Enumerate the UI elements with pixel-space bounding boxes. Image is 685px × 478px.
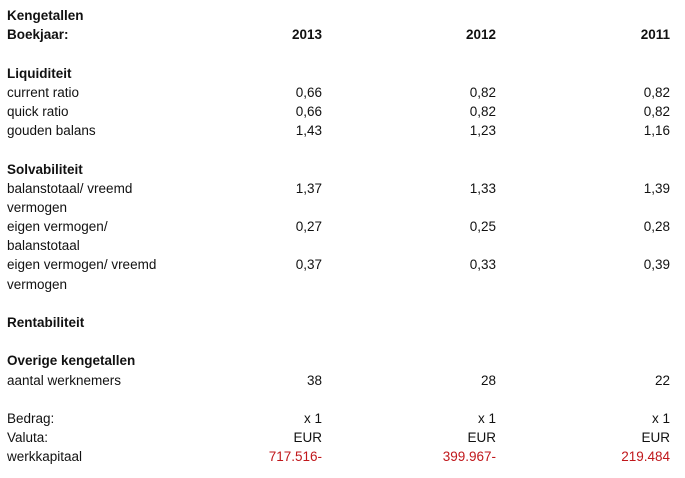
- row-value: 1,43: [295, 123, 322, 139]
- section-line: Rentabiliteit: [0, 313, 685, 332]
- row-label: vermogen: [7, 199, 68, 215]
- section-title: Liquiditeit: [7, 65, 72, 81]
- row-label: Bedrag:: [7, 410, 55, 426]
- data-row: gouden balans 1,43 1,23 1,16: [0, 121, 685, 140]
- row-value: 1,37: [295, 180, 322, 196]
- row-value: 0,33: [469, 257, 496, 273]
- row-line: vermogen: [0, 198, 685, 217]
- row-value: 28: [480, 372, 496, 388]
- data-row: quick ratio 0,66 0,82 0,82: [0, 102, 685, 121]
- row-line: aantal werknemers 38 28 22: [0, 371, 685, 390]
- spacer: [0, 44, 685, 63]
- row-value: 0,82: [469, 103, 496, 119]
- row-label: gouden balans: [7, 123, 96, 139]
- data-row: aantal werknemers 38 28 22: [0, 371, 685, 390]
- data-row: eigen vermogen/0,27 0,25 0,28 balanstotaal: [0, 217, 685, 255]
- year-label: Boekjaar:: [7, 27, 69, 43]
- row-value: 0,28: [643, 219, 670, 235]
- row-value: 0,25: [469, 219, 496, 235]
- row-line: eigen vermogen/0,27 0,25 0,28: [0, 217, 685, 236]
- section-title: Overige kengetallen: [7, 353, 136, 369]
- data-row: eigen vermogen/ vreemd 0,37 0,33 0,39 vermog…: [0, 255, 685, 293]
- row-label: aantal werknemers: [7, 372, 122, 388]
- row-label: balanstotaal/ vreemd: [7, 180, 133, 196]
- section-title: Solvabiliteit: [7, 161, 83, 177]
- year: 2013: [291, 27, 322, 43]
- row-value: 22: [654, 372, 670, 388]
- row-line: quick ratio 0,66 0,82 0,82: [0, 102, 685, 121]
- row-value: EUR: [641, 430, 670, 446]
- data-row: current ratio 0,66 0,82 0,82: [0, 83, 685, 102]
- row-line: balanstotaal/ vreemd 1,37 1,33 1,39: [0, 179, 685, 198]
- row-value: 38: [306, 372, 322, 388]
- row-line: Bedrag: x 1 x 1 x 1: [0, 409, 685, 428]
- row-label: Valuta:: [7, 430, 49, 446]
- section-line: Solvabiliteit: [0, 160, 685, 179]
- row-label: vermogen: [7, 276, 68, 292]
- row-value: 1,23: [469, 123, 496, 139]
- section-title: Rentabiliteit: [7, 315, 85, 330]
- year-line: Boekjaar: 2013 2012 2011: [0, 25, 685, 44]
- data-row: werkkapitaal 717.516- 399.967- 219.484: [0, 447, 685, 466]
- row-value: 0,66: [295, 103, 322, 119]
- row-label: werkkapitaal: [7, 449, 83, 465]
- data-row: Valuta: EUR EUR EUR: [0, 428, 685, 447]
- row-label: current ratio: [7, 84, 80, 100]
- row-value: 717.516-: [268, 449, 322, 465]
- row-value: x 1: [303, 410, 322, 426]
- row-value: 1,39: [643, 180, 670, 196]
- row-value: 1,16: [643, 123, 670, 139]
- row-value: 0,82: [643, 84, 670, 100]
- row-value: 0,39: [643, 257, 670, 273]
- row-label: eigen vermogen/: [7, 219, 108, 235]
- spacer: [0, 140, 685, 159]
- row-line: current ratio 0,66 0,82 0,82: [0, 83, 685, 102]
- row-value: 0,66: [295, 84, 322, 100]
- spacer: [0, 294, 685, 313]
- row-value: 219.484: [621, 449, 670, 465]
- row-value: x 1: [651, 410, 670, 426]
- row-line: eigen vermogen/ vreemd 0,37 0,33 0,39: [0, 255, 685, 274]
- row-line: balanstotaal: [0, 236, 685, 255]
- year: 2011: [640, 27, 670, 43]
- row-label: eigen vermogen/ vreemd: [7, 257, 157, 273]
- year: 2012: [465, 27, 496, 43]
- row-value: EUR: [467, 430, 496, 446]
- section-line: Overige kengetallen: [0, 351, 685, 370]
- spacer: [0, 390, 685, 409]
- row-line: vermogen: [0, 275, 685, 294]
- title: Kengetallen: [7, 8, 84, 23]
- row-value: EUR: [293, 430, 322, 446]
- row-value: 0,37: [295, 257, 322, 273]
- row-value: 0,82: [643, 103, 670, 119]
- row-value: x 1: [477, 410, 496, 426]
- section-line: Liquiditeit: [0, 64, 685, 83]
- row-label: quick ratio: [7, 103, 69, 119]
- data-row: Bedrag: x 1 x 1 x 1: [0, 409, 685, 428]
- row-value: 399.967-: [442, 449, 496, 465]
- spacer: [0, 332, 685, 351]
- row-value: 0,82: [469, 84, 496, 100]
- row-value: 1,33: [469, 180, 496, 196]
- data-row: balanstotaal/ vreemd 1,37 1,33 1,39 vermogen: [0, 179, 685, 217]
- title-line: Kengetallen: [0, 6, 685, 25]
- row-line: Valuta: EUR EUR EUR: [0, 428, 685, 447]
- row-label: balanstotaal: [7, 238, 80, 254]
- row-line: gouden balans 1,43 1,23 1,16: [0, 121, 685, 140]
- row-value: 0,27: [295, 219, 322, 235]
- row-line: werkkapitaal 717.516- 399.967- 219.484: [0, 447, 685, 466]
